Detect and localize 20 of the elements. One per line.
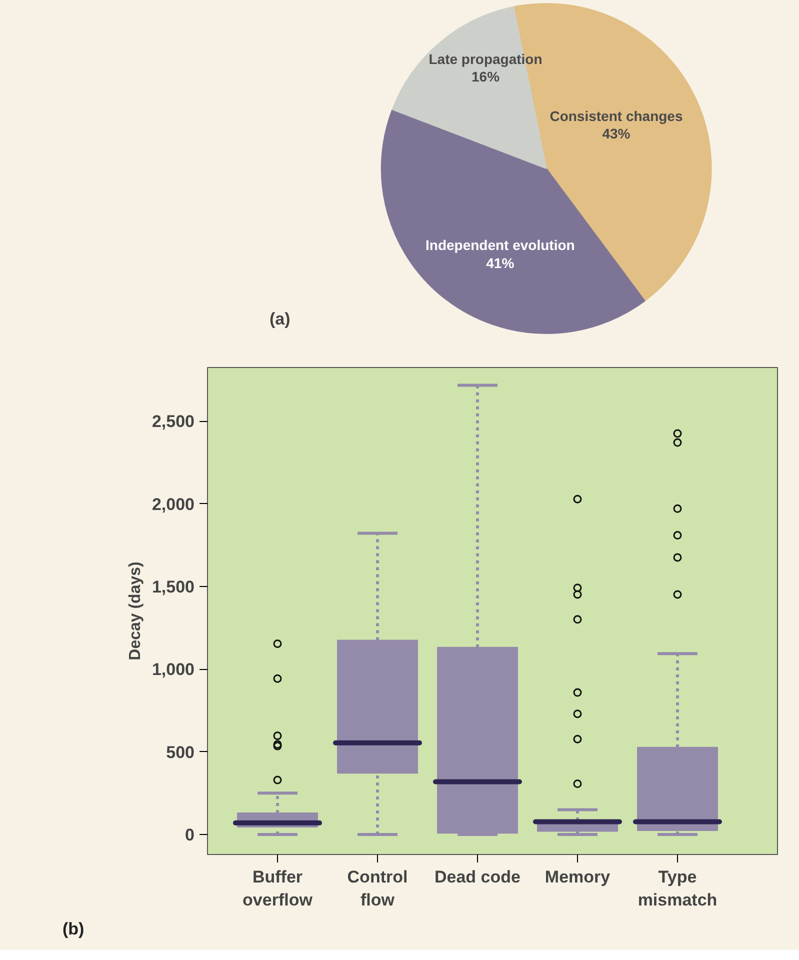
data-label: 43% [602, 126, 631, 142]
x-tick-label: Buffer overflow [242, 868, 314, 910]
x-tick-label: Dead code [434, 868, 520, 886]
data-label: 41% [486, 254, 515, 271]
x-tick-label: Memory [544, 868, 611, 886]
slice-label: Consistent changes [550, 108, 683, 124]
x-tick-label: Control flow [347, 868, 408, 910]
text: (b) [62, 920, 84, 938]
y-tick-label: 1,500 [152, 578, 195, 597]
y-tick-label: 2,500 [152, 412, 195, 432]
y-tick-label: 500 [166, 742, 195, 762]
y-tick-label: 1,000 [152, 660, 195, 680]
y-tick-label: 2,000 [152, 494, 195, 514]
data-label: 16% [471, 68, 500, 85]
y-axis-title: Decay (days) [126, 562, 144, 660]
y-tick-label: 0 [185, 826, 195, 844]
slice-label: Late propagation [428, 50, 542, 67]
slice-label: Independent evolution [426, 237, 575, 254]
text: (a) [270, 310, 290, 328]
x-tick-label: Type mismatch [638, 868, 718, 910]
